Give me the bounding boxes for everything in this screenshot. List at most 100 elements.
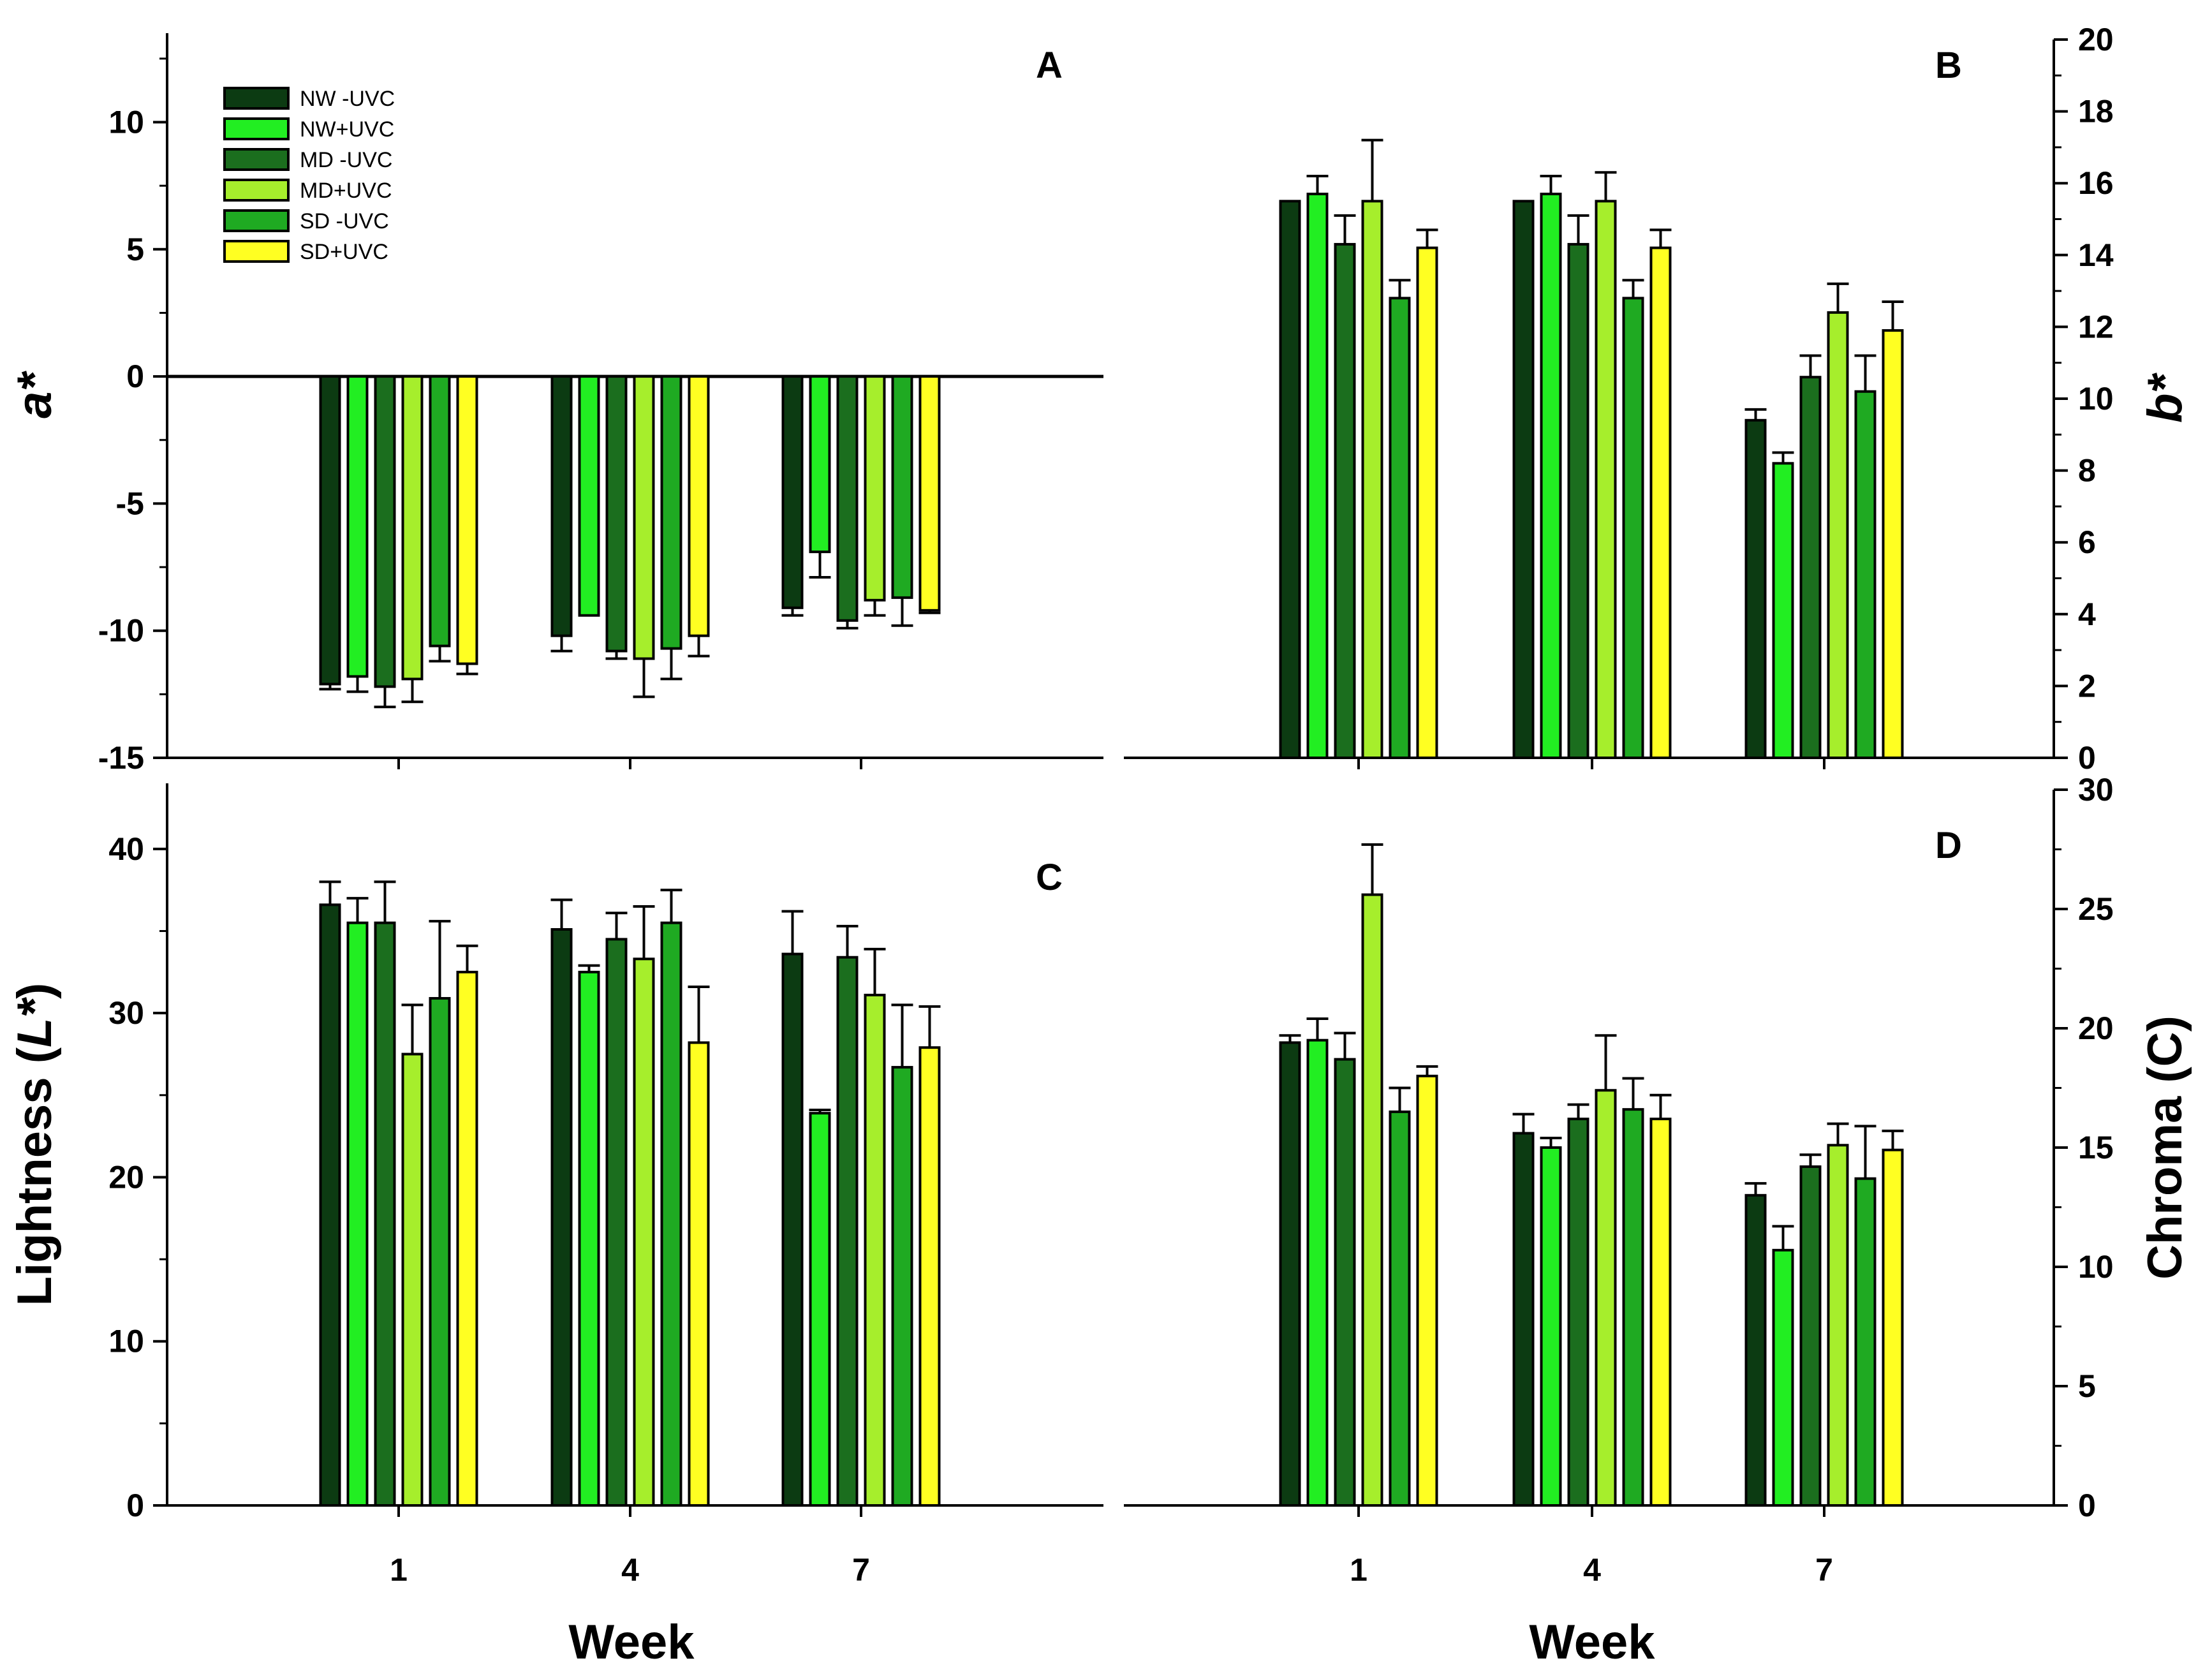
bar [550,927,573,1507]
bar [781,952,804,1507]
x-axis-title-right: Week [1529,1615,1655,1669]
bar [1649,1118,1672,1507]
y-axis-title-main: Chroma (C) [2138,1016,2192,1280]
bar [1306,193,1329,759]
bar [1512,200,1535,760]
y-tick-label: 10 [108,105,144,140]
legend-label: MD+UVC [300,179,392,203]
panel-c: 0 10 20 30 40 1 4 7 C Lightness (L*) [8,783,1103,1588]
bar [918,1046,941,1507]
y-tick-label: 10 [2078,1249,2114,1285]
legend-label: SD -UVC [300,209,389,233]
bar [346,375,369,678]
bar [688,375,710,637]
bar [550,375,573,637]
bar [1595,200,1617,760]
bar [1512,1132,1535,1507]
legend-swatch [223,148,290,171]
y-tick-label: 5 [126,232,144,267]
x-axis-title-left: Week [568,1615,695,1669]
y-tick-label: 10 [108,1324,144,1359]
bar [836,956,859,1507]
legend: NW -UVC NW+UVC MD -UVC MD+UVC SD -UVC SD+UVC [223,87,395,264]
y-tick-label: 2 [2078,668,2096,704]
bar [1882,329,1904,759]
bar [1827,311,1849,759]
y-tick-label: -10 [98,613,144,649]
y-tick-label: 12 [2078,309,2114,344]
bar [1389,1110,1411,1507]
y-tick-label: 5 [2078,1368,2096,1404]
bar [605,375,628,653]
bar [891,1066,913,1507]
bar [456,970,478,1507]
bar [1799,376,1822,759]
y-tick-label: 20 [108,1159,144,1195]
bar [1416,246,1438,760]
y-tick-label: 15 [2078,1130,2114,1165]
bar [864,993,886,1507]
panel-letter: C [1036,857,1063,898]
bar [456,375,478,665]
bar [1595,1089,1617,1507]
legend-label: NW+UVC [300,117,394,142]
bar [1567,1118,1589,1507]
bar [1799,1165,1822,1507]
bar [429,375,451,647]
bar [660,375,682,650]
bar [1772,1248,1794,1507]
bar [1306,1038,1329,1507]
y-tick-label: 40 [108,831,144,867]
panel-letter: B [1935,45,1962,86]
y-tick-label: 10 [2078,381,2114,417]
bar [660,921,682,1507]
bar [1279,1041,1301,1507]
bar [1567,242,1589,760]
bar [1649,246,1672,760]
x-tick-label: 7 [852,1552,870,1588]
y-tick-label: 14 [2078,237,2114,273]
x-tick-label: 4 [1583,1552,1601,1588]
legend-label: SD+UVC [300,240,388,264]
y-axis-title-italic: L* [8,997,62,1047]
bar [918,375,941,612]
panel-letter: D [1935,825,1962,866]
bar [809,1112,831,1507]
bar [1622,297,1644,759]
y-tick-label: 8 [2078,453,2096,489]
bar [319,903,341,1507]
x-tick-label: 1 [1350,1552,1368,1588]
bar [374,375,396,688]
bar [1334,1058,1356,1507]
panel-letter: A [1036,45,1063,86]
bar [1622,1108,1644,1507]
legend-swatch [223,117,290,140]
bar [1361,200,1383,760]
bar [605,938,628,1507]
legend-label: NW -UVC [300,87,395,111]
y-tick-label: 30 [2078,772,2114,808]
y-axis-title-main: Lightness ( [8,1047,62,1306]
panels-layer: 1050-5-10-15Aa*02468101214161820Bb*01020… [8,22,2192,1588]
bar [578,375,600,617]
bar [429,997,451,1507]
y-axis-title: a* [8,371,62,418]
bar [1334,242,1356,760]
y-tick-label: 4 [2078,596,2096,632]
y-tick-label: 0 [2078,740,2096,776]
y-tick-label: 25 [2078,891,2114,927]
bar [1540,1146,1562,1507]
bar [836,375,859,622]
bar [401,1053,424,1507]
y-axis-title-tail: ) [8,983,62,999]
bar [1744,1193,1767,1507]
legend-swatch [223,240,290,263]
bar [578,970,600,1507]
bar [688,1041,710,1507]
y-tick-label: 6 [2078,524,2096,560]
legend-label: MD -UVC [300,148,392,172]
bar [1540,193,1562,759]
y-tick-label: -15 [98,740,144,776]
y-tick-label: 16 [2078,165,2114,201]
y-axis-title-main: b* [2138,373,2192,423]
